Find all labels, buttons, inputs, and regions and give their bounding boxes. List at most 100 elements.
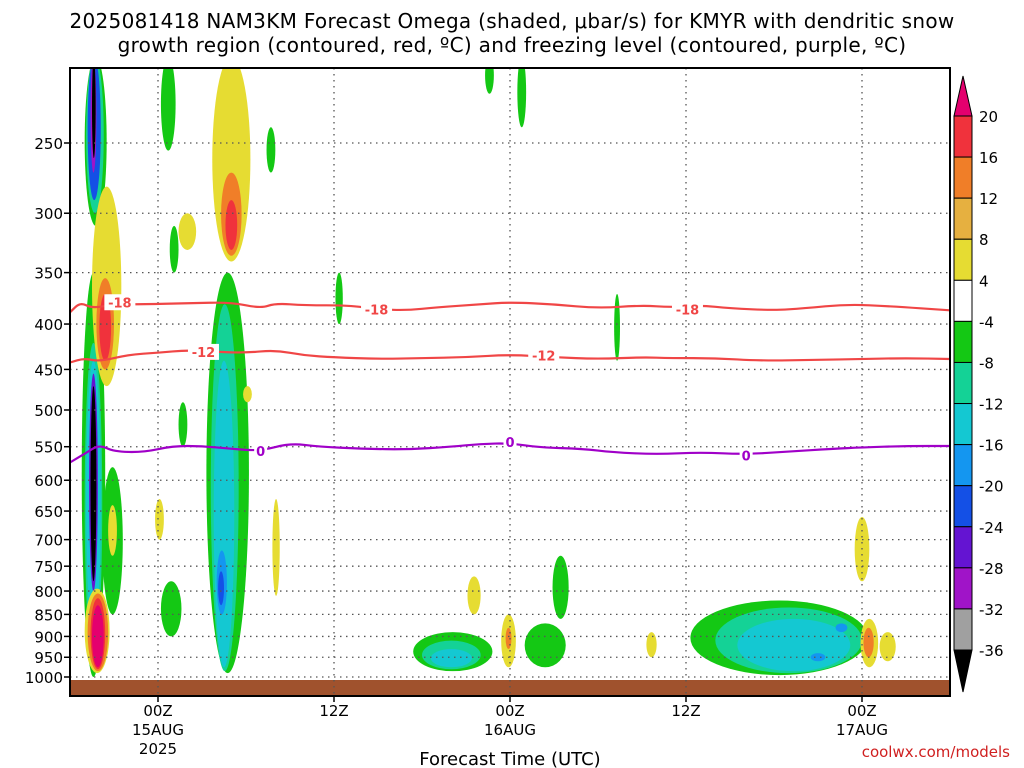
y-tick-label: 450	[34, 361, 63, 379]
y-tick-label: 700	[34, 532, 63, 550]
omega-shade-region	[178, 402, 188, 447]
y-tick-label: 350	[34, 265, 63, 283]
y-tick-label: 250	[34, 135, 63, 153]
contour-label-bg	[361, 301, 393, 318]
omega-shade-region	[169, 225, 179, 273]
contour-label: -18	[676, 303, 700, 318]
y-tick-label: 600	[34, 472, 63, 490]
colorbar-bottom-arrow	[953, 649, 973, 693]
colorbar-label: -16	[979, 437, 1004, 455]
omega-shade-region	[90, 386, 97, 582]
x-tick-date: 17AUG	[836, 721, 888, 739]
y-tick-label: 750	[34, 558, 63, 576]
omega-shade-region	[614, 294, 620, 361]
contour-line	[70, 301, 950, 314]
y-tick-label: 400	[34, 316, 63, 334]
omega-shade-region	[737, 618, 851, 672]
colorbar-swatch	[953, 197, 973, 240]
x-tick-label: 12Z	[671, 702, 700, 720]
omega-shade-region	[552, 555, 569, 619]
omega-shade-region	[92, 605, 104, 668]
contour-label-bg	[528, 347, 560, 364]
x-tick-date: 15AUG	[132, 721, 184, 739]
contour-line	[70, 349, 950, 364]
x-axis-label: Forecast Time (UTC)	[419, 749, 600, 768]
colorbar-label: -8	[979, 354, 994, 372]
colorbar-label: -36	[979, 642, 1004, 660]
x-tick-label: 12Z	[319, 702, 348, 720]
y-tick-label: 500	[34, 402, 63, 420]
y-tick-label: 550	[34, 439, 63, 457]
omega-shade-region	[835, 623, 848, 633]
chart-title-line-2: growth region (contoured, red, ºC) and f…	[117, 33, 907, 57]
colorbar-label: -12	[979, 396, 1004, 414]
omega-shade-region	[108, 505, 117, 556]
x-tick-year: 2025	[139, 740, 177, 758]
colorbar-swatch	[953, 279, 973, 322]
contour-lines	[70, 301, 950, 464]
chart-title-line-1: 2025081418 NAM3KM Forecast Omega (shaded…	[69, 9, 955, 33]
contour-label-bg	[739, 447, 753, 464]
omega-shade-region	[225, 200, 238, 250]
colorbar-swatch	[953, 115, 973, 158]
colorbar-swatch	[953, 361, 973, 405]
omega-shade-region	[524, 623, 566, 668]
colorbar-top-arrow	[953, 75, 973, 117]
colorbar-swatch	[953, 444, 973, 487]
ground-surface-band	[70, 680, 950, 696]
colorbar-swatch	[953, 156, 973, 199]
colorbar-swatch	[953, 567, 973, 610]
colorbar-label: 20	[979, 108, 998, 126]
contour-label: 0	[742, 450, 751, 465]
contour-label-bg	[104, 294, 136, 311]
y-tick-label: 850	[34, 606, 63, 624]
y-tick-label: 800	[34, 583, 63, 601]
omega-shade-region	[335, 272, 343, 325]
colorbar-label: 12	[979, 190, 998, 208]
omega-shade-region	[517, 68, 527, 128]
omega-shade-region	[218, 571, 224, 606]
omega-shade-region	[266, 127, 276, 173]
contour-label-bg	[671, 301, 703, 318]
contour-label: 0	[256, 445, 265, 460]
y-tick-label: 650	[34, 503, 63, 521]
y-tick-label: 1000	[25, 669, 63, 687]
omega-shade-region	[160, 581, 182, 637]
omega-shade-region	[485, 68, 494, 94]
contour-label: -18	[365, 303, 389, 318]
contour-label-bg	[254, 442, 268, 459]
colorbar-swatch	[953, 320, 973, 363]
omega-shade-region	[467, 576, 481, 615]
plot-background	[70, 68, 950, 696]
omega-shade-region	[213, 360, 235, 668]
x-tick-label: 00Z	[143, 702, 172, 720]
colorbar-swatch	[953, 403, 973, 446]
colorbar-label: -32	[979, 601, 1004, 619]
y-tick-label: 300	[34, 205, 63, 223]
omega-shade-region	[155, 499, 164, 540]
omega-shade-region	[178, 213, 197, 250]
colorbar-swatch	[953, 526, 973, 569]
omega-shade-region	[646, 632, 657, 658]
x-tick-label: 00Z	[495, 702, 524, 720]
colorbar-swatch	[953, 608, 973, 651]
credit-text: coolwx.com/models	[862, 743, 1010, 761]
contour-label: -12	[532, 349, 556, 364]
y-tick-label: 900	[34, 628, 63, 646]
y-tick-label: 950	[34, 649, 63, 667]
omega-shade-region	[160, 68, 176, 151]
contour-line	[70, 442, 950, 464]
colorbar-label: 16	[979, 149, 998, 167]
omega-shade-region	[92, 68, 96, 159]
grid-lines	[70, 68, 950, 696]
contour-label: -18	[108, 296, 132, 311]
omega-shade-region	[879, 632, 896, 662]
colorbar-label: 4	[979, 272, 989, 290]
colorbar-swatch	[953, 485, 973, 528]
colorbar-label: -24	[979, 519, 1004, 537]
x-tick-label: 00Z	[847, 702, 876, 720]
colorbar-label: -20	[979, 478, 1004, 496]
omega-shade-region	[243, 386, 252, 403]
contour-label: 0	[505, 436, 514, 451]
